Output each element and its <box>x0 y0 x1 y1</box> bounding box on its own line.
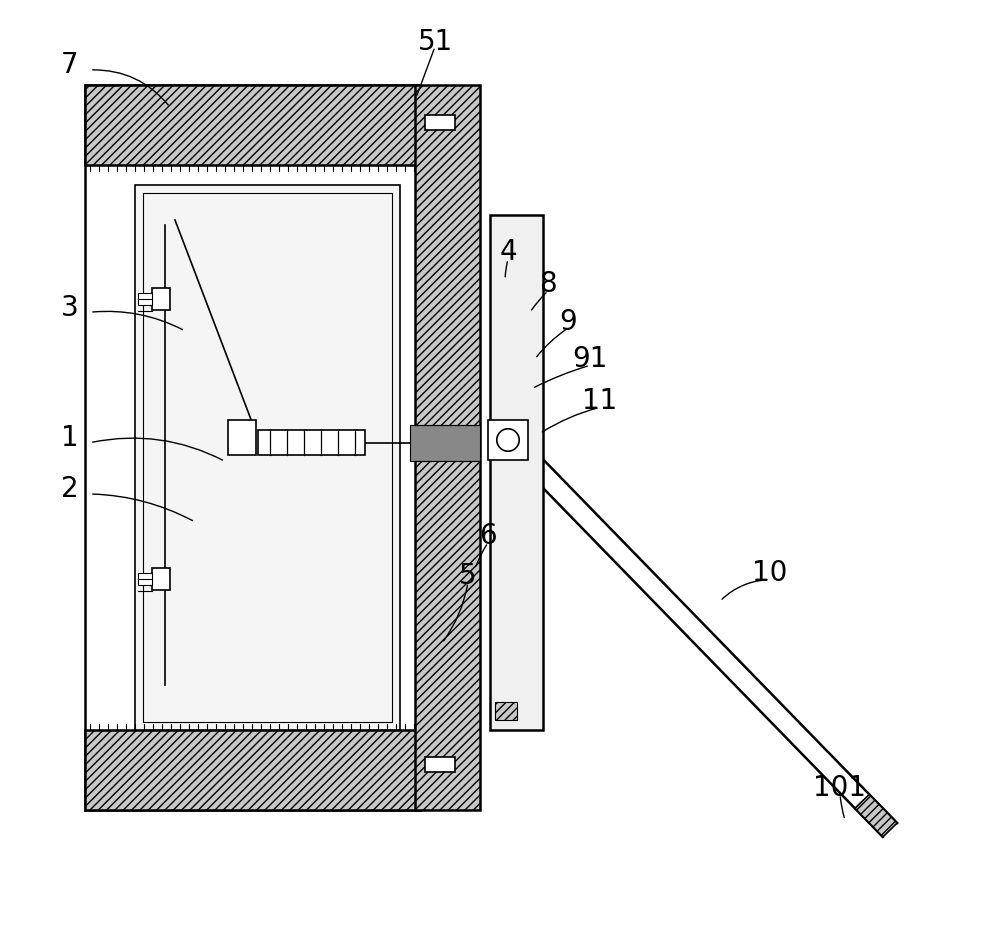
FancyArrowPatch shape <box>93 438 223 460</box>
Bar <box>258 430 365 455</box>
Bar <box>85 85 420 810</box>
Text: 3: 3 <box>61 294 79 322</box>
Bar <box>425 757 455 772</box>
Bar <box>138 573 152 585</box>
Text: 5: 5 <box>459 562 477 590</box>
Text: 101: 101 <box>814 774 866 802</box>
Bar <box>495 702 517 720</box>
Bar <box>152 568 170 590</box>
Text: 2: 2 <box>61 475 79 503</box>
Polygon shape <box>855 794 897 837</box>
FancyArrowPatch shape <box>93 311 183 330</box>
Text: 10: 10 <box>752 559 788 587</box>
Bar <box>228 420 256 455</box>
Bar <box>410 424 480 460</box>
Text: 7: 7 <box>61 51 79 79</box>
Bar <box>490 215 543 730</box>
FancyArrowPatch shape <box>93 494 193 521</box>
Text: 9: 9 <box>559 308 577 336</box>
Bar <box>85 730 420 810</box>
FancyArrowPatch shape <box>532 293 546 310</box>
Text: 4: 4 <box>499 238 517 266</box>
Bar <box>425 115 455 130</box>
FancyArrowPatch shape <box>417 49 434 95</box>
Text: 1: 1 <box>61 424 79 452</box>
FancyArrowPatch shape <box>537 330 566 357</box>
Text: 8: 8 <box>539 270 557 298</box>
Bar <box>152 288 170 310</box>
FancyArrowPatch shape <box>542 408 597 432</box>
Bar <box>415 85 480 810</box>
FancyArrowPatch shape <box>534 366 587 388</box>
FancyArrowPatch shape <box>444 585 468 641</box>
Bar <box>85 85 420 165</box>
FancyArrowPatch shape <box>476 545 487 566</box>
Text: 11: 11 <box>582 387 618 415</box>
Bar <box>488 420 528 460</box>
Text: 51: 51 <box>417 28 453 56</box>
Bar <box>138 293 152 305</box>
FancyArrowPatch shape <box>93 70 168 105</box>
FancyArrowPatch shape <box>505 262 507 277</box>
Text: 6: 6 <box>479 522 497 550</box>
FancyArrowPatch shape <box>840 797 844 817</box>
Text: 91: 91 <box>572 345 608 373</box>
Bar <box>143 193 392 722</box>
FancyArrowPatch shape <box>722 580 767 599</box>
Bar <box>135 185 400 730</box>
